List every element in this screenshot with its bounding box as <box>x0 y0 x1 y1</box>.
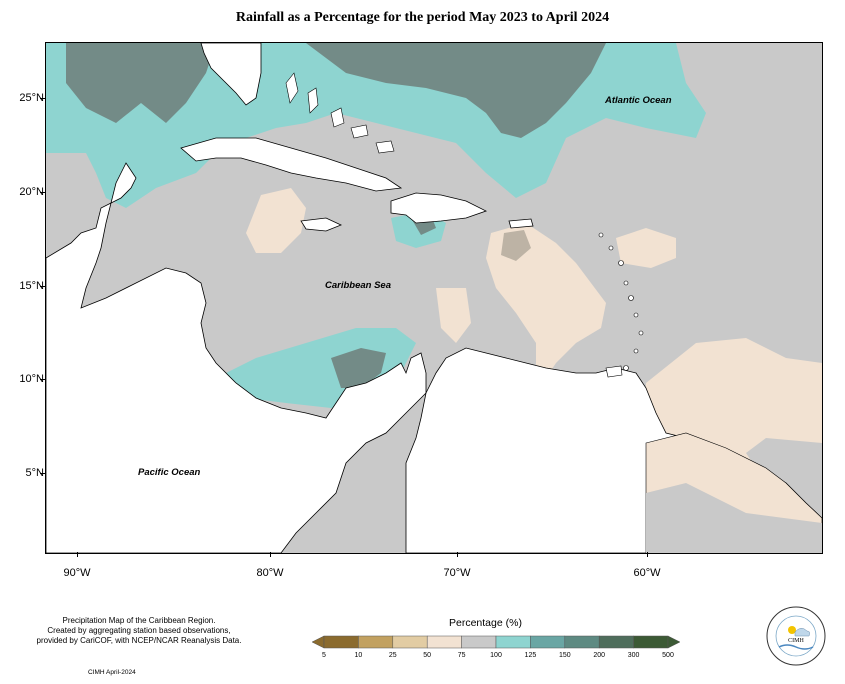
lon-tick <box>457 552 458 557</box>
florida-landmass <box>200 43 262 106</box>
lon-tick <box>77 552 78 557</box>
legend-swatch <box>426 635 462 649</box>
lat-label-15n: 15°N <box>19 280 44 292</box>
legend-tick-label: 150 <box>558 652 571 659</box>
lon-tick <box>647 552 648 557</box>
lon-label-90w: 90°W <box>63 567 91 579</box>
legend-swatch <box>564 635 600 649</box>
guianas-gray-patch <box>646 483 822 553</box>
rainfall-75-100-coast-region <box>436 288 471 343</box>
legend-tick-label: 125 <box>524 652 537 659</box>
legend-tick-label: 100 <box>490 652 502 659</box>
legend-arrow-right <box>667 635 680 649</box>
legend-title: Percentage (%) <box>449 617 522 629</box>
lon-label-80w: 80°W <box>256 567 284 579</box>
rainfall-200-300-north-region-2 <box>306 43 606 138</box>
lat-tick <box>40 473 45 474</box>
atlantic-ocean-label: Atlantic Ocean <box>605 95 672 106</box>
lat-label-10n: 10°N <box>19 373 44 385</box>
rainfall-75-100-east-region <box>616 228 676 268</box>
credits-line-3: provided by CariCOF, with NCEP/NCAR Rean… <box>36 636 242 645</box>
caribbean-sea-label: Caribbean Sea <box>325 280 391 291</box>
legend-tick-label: 10 <box>354 652 363 659</box>
central-america-landmass <box>46 162 427 553</box>
legend-swatch <box>633 635 669 649</box>
legend-tick-label: 300 <box>627 652 640 659</box>
lon-label-70w: 70°W <box>443 567 471 579</box>
rainfall-200-300-north-region <box>66 43 216 123</box>
legend-swatch <box>358 635 394 649</box>
legend-tick-label: 50 <box>423 652 432 659</box>
lat-tick <box>40 379 45 380</box>
lon-label-60w: 60°W <box>633 567 661 579</box>
legend-swatch <box>461 635 497 649</box>
trinidad-landmass <box>605 365 623 378</box>
legend-swatch <box>392 635 428 649</box>
legend-colorbar <box>312 635 680 649</box>
cuba-landmass <box>180 137 403 192</box>
rainfall-50-75-puerto-rico-patch <box>501 230 531 261</box>
rainfall-map[interactable] <box>45 42 823 554</box>
legend-swatch <box>530 635 566 649</box>
hispaniola-landmass <box>390 192 488 224</box>
cimh-logo-text: CIMH <box>788 638 804 644</box>
rainfall-75-100-jamaica-region <box>246 188 306 253</box>
pacific-ocean-label: Pacific Ocean <box>138 467 201 478</box>
lesser-antilles-islands <box>598 232 644 371</box>
legend-tick-label: 75 <box>457 652 466 659</box>
lat-label-25n: 25°N <box>19 92 44 104</box>
lat-label-5n: 5°N <box>25 467 44 479</box>
lon-tick <box>270 552 271 557</box>
legend-tick-label: 500 <box>662 652 674 659</box>
lat-label-20n: 20°N <box>19 186 44 198</box>
credits-date: CIMH April-2024 <box>88 669 136 676</box>
legend-arrow-left <box>312 635 325 649</box>
legend-tick-label: 200 <box>593 652 606 659</box>
map-credits: Precipitation Map of the Caribbean Regio… <box>14 616 264 646</box>
map-canvas <box>46 43 822 553</box>
rainfall-75-100-lesser-antilles-region <box>486 223 606 378</box>
legend-tick-label: 25 <box>388 652 397 659</box>
rainfall-200-300-south-region <box>331 348 386 388</box>
map-title: Rainfall as a Percentage for the period … <box>235 10 610 25</box>
credits-line-1: Precipitation Map of the Caribbean Regio… <box>62 616 216 625</box>
legend-swatch <box>323 635 359 649</box>
legend-swatch <box>495 635 531 649</box>
cimh-logo: CIMH <box>766 606 826 666</box>
legend-tick-label: 5 <box>322 652 326 659</box>
credits-line-2: Created by aggregating station based obs… <box>47 626 231 635</box>
lat-tick <box>40 286 45 287</box>
puerto-rico-landmass <box>508 218 534 229</box>
jamaica-landmass <box>300 217 343 232</box>
lat-tick <box>40 192 45 193</box>
legend-swatch <box>598 635 634 649</box>
lat-tick <box>40 98 45 99</box>
bahamas-islands <box>285 72 395 154</box>
